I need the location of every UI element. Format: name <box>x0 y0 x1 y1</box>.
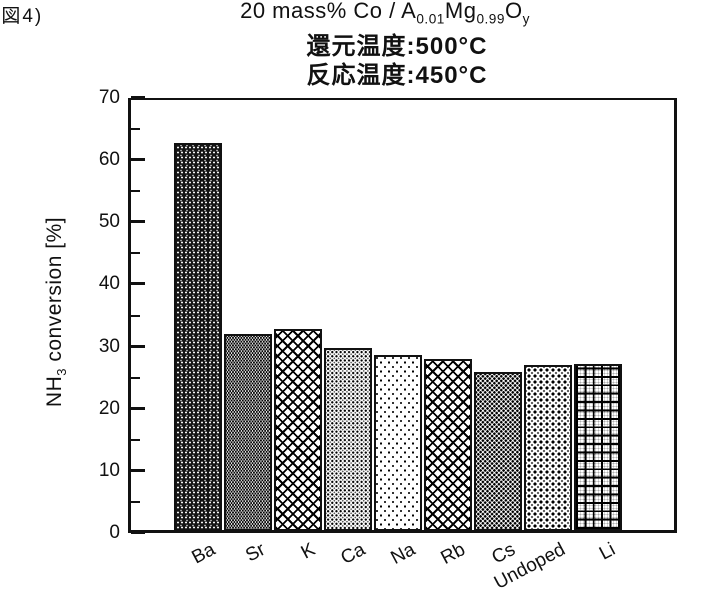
bar-sr <box>224 334 272 531</box>
bar-na <box>374 354 422 531</box>
bar-k <box>274 328 322 531</box>
x-tick-label-na: Na <box>387 539 419 569</box>
y-tick-minor-65 <box>131 128 140 131</box>
x-tick-label-li: Li <box>595 539 619 565</box>
y-tick-major-40 <box>131 282 145 286</box>
bar-ba <box>174 142 222 531</box>
chart-subtitle-reduction-temp: 還元温度:500°C <box>306 33 488 60</box>
plot-frame <box>128 98 677 533</box>
x-tick-label-k: K <box>297 539 319 564</box>
y-tick-major-50 <box>131 220 145 224</box>
bar-ca <box>324 347 372 531</box>
figure-label: (図4) <box>0 6 44 27</box>
y-tick-label-60: 60 <box>98 149 120 171</box>
chart-title: 20 mass% Co / A0.01Mg0.99Oy <box>240 0 530 27</box>
y-tick-major-60 <box>131 158 145 162</box>
y-tick-label-0: 0 <box>109 522 120 543</box>
y-tick-major-70 <box>131 96 145 99</box>
x-tick-label-rb: Rb <box>437 539 469 569</box>
y-tick-label-30: 30 <box>98 335 120 357</box>
y-tick-minor-35 <box>131 314 140 317</box>
bar-cs <box>474 372 522 531</box>
y-tick-label-50: 50 <box>98 211 120 233</box>
bar-rb <box>424 359 472 531</box>
y-tick-minor-15 <box>131 438 140 441</box>
y-tick-minor-55 <box>131 190 140 193</box>
x-tick-label-ba: Ba <box>188 539 219 569</box>
y-tick-major-0 <box>131 531 145 534</box>
x-tick-label-sr: Sr <box>242 539 269 567</box>
y-tick-minor-25 <box>131 376 140 379</box>
y-tick-minor-5 <box>131 500 140 503</box>
y-tick-major-20 <box>131 406 145 410</box>
x-tick-label-ca: Ca <box>337 539 369 569</box>
chart-subtitle-reaction-temp: 反応温度:450°C <box>306 62 488 89</box>
bar-undoped <box>524 364 572 531</box>
y-axis-label: NH3 conversion [%] <box>42 216 70 408</box>
y-tick-major-30 <box>131 344 145 348</box>
y-tick-major-10 <box>131 468 145 472</box>
bar-li <box>574 364 622 531</box>
y-tick-label-20: 20 <box>98 397 120 419</box>
plot-area <box>128 96 677 534</box>
y-tick-minor-45 <box>131 252 140 255</box>
y-tick-label-10: 10 <box>98 459 120 481</box>
y-tick-label-70: 70 <box>98 87 120 108</box>
y-tick-label-40: 40 <box>98 273 120 295</box>
